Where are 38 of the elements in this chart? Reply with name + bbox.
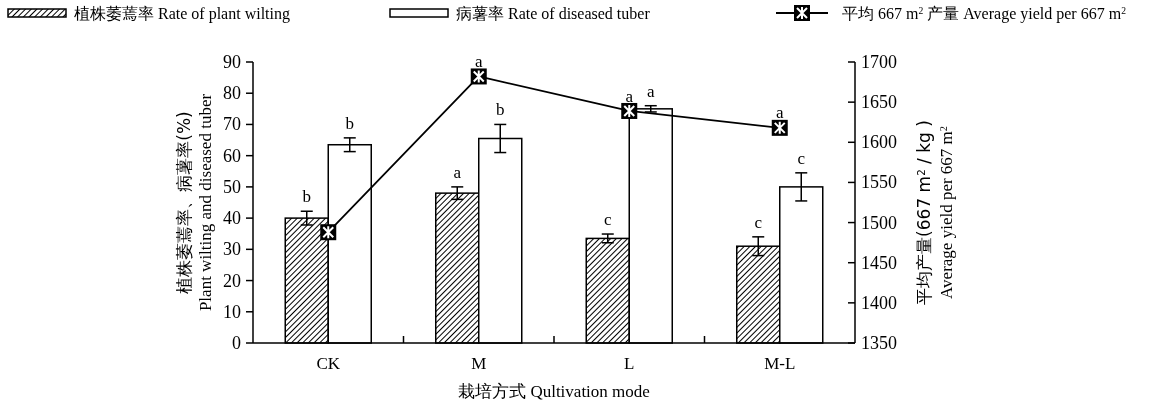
y2-tick-label: 1500 xyxy=(861,212,897,233)
y2-tick-label: 1400 xyxy=(861,292,897,313)
annotation: c xyxy=(797,148,806,168)
annotation: a xyxy=(453,162,462,182)
legend-label: 病薯率 Rate of diseased tuber xyxy=(456,5,651,22)
y-tick-label: 50 xyxy=(223,176,241,197)
y-tick-label: 20 xyxy=(223,270,241,291)
y2-tick-label: 1600 xyxy=(861,132,897,153)
y-tick-label: 90 xyxy=(223,52,241,72)
y-tick-label: 10 xyxy=(223,301,241,322)
y-tick-label: 40 xyxy=(223,208,241,229)
annotation: b xyxy=(345,113,354,133)
y-axis-title: 植株萎蔫率、病薯率(%) Plant wilting and diseased tuber xyxy=(174,93,215,312)
annotation: a xyxy=(646,81,655,101)
x-tick-label: M-L xyxy=(764,354,796,373)
x-tick-label: M xyxy=(471,354,487,373)
y-tick-label: 0 xyxy=(232,333,241,353)
y2-tick-label: 1550 xyxy=(861,172,897,193)
annotation: b xyxy=(302,187,311,207)
annotation: a xyxy=(775,102,784,122)
y-tick-label: 30 xyxy=(223,239,241,260)
y-tick-label: 70 xyxy=(223,114,241,135)
x-tick-label: L xyxy=(624,354,635,373)
legend-label: 植株萎蔫率 Rate of plant wilting xyxy=(74,5,290,23)
y-tick-label: 60 xyxy=(223,145,241,166)
x-tick-label: CK xyxy=(316,354,341,373)
legend-label: 平均 667 m$^{2}$ 产量 Average yield per 667 m$^{2}$ xyxy=(842,4,1127,23)
y-tick-label: 80 xyxy=(223,83,241,104)
annotation: a xyxy=(474,52,483,72)
x-axis-title: 栽培方式 Qultivation mode xyxy=(458,382,650,401)
annotation: c xyxy=(603,210,612,230)
annotation: a xyxy=(625,87,634,107)
y2-tick-label: 1450 xyxy=(861,252,897,273)
y2-tick-label: 1350 xyxy=(861,333,897,353)
y2-tick-label: 1700 xyxy=(861,52,897,72)
annotation: c xyxy=(754,212,763,232)
y2-tick-label: 1650 xyxy=(861,92,897,113)
annotation: b xyxy=(496,100,505,120)
